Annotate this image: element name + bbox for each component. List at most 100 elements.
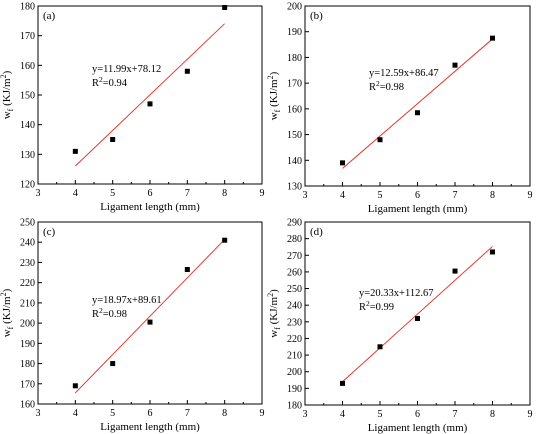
- chart-panel-4: 3 4 5 6 7 8 9 180 190 200 210 220 230 240 250 260 270 280…: [266, 218, 533, 434]
- fit-equation: y=11.99x+78.12: [92, 64, 161, 75]
- y-axis-label-sub: f: [6, 108, 15, 111]
- y-tick-label: 280: [287, 234, 302, 245]
- data-point: [72, 383, 78, 389]
- data-point: [340, 160, 345, 166]
- y-tick-label: 250: [287, 284, 302, 295]
- r-squared-value: =0.98: [103, 309, 127, 320]
- data-point: [110, 137, 116, 142]
- y-tick-label: 150: [20, 91, 35, 102]
- y-tick-label: 170: [20, 379, 35, 390]
- y-tick-label: 120: [20, 180, 35, 191]
- y-tick-label: 200: [287, 2, 302, 13]
- data-point: [452, 268, 458, 274]
- fit-line: [342, 38, 493, 169]
- x-axis-label: Ligament length (mm): [368, 422, 468, 434]
- y-tick-label: 140: [20, 120, 35, 131]
- data-point: [415, 315, 420, 321]
- y-axis-label-sup: 2: [266, 75, 275, 79]
- y-tick-label: 250: [20, 218, 35, 229]
- x-tick-label: 5: [378, 409, 383, 420]
- x-tick-label: 9: [528, 190, 533, 201]
- x-tick-label: 3: [36, 408, 41, 419]
- y-axis-label: wf (KJ/m2): [0, 288, 15, 337]
- y-axis-label-main: w: [268, 112, 280, 120]
- x-tick-label: 6: [148, 188, 153, 199]
- y-axis-label-close: ): [268, 289, 280, 293]
- y-axis-label-unit: (KJ/m: [268, 79, 280, 110]
- y-tick-label: 200: [287, 367, 302, 378]
- r-squared-label: R2=0.99: [359, 299, 394, 313]
- data-point: [377, 344, 383, 350]
- panel-label: (c): [43, 226, 56, 238]
- y-tick-label: 170: [20, 31, 35, 42]
- y-axis-label-sub: f: [273, 327, 282, 330]
- r-squared-prefix: R: [92, 78, 99, 89]
- data-point: [222, 4, 228, 10]
- y-tick-label: 240: [20, 238, 35, 249]
- y-axis-label-unit: (KJ/m: [1, 78, 13, 109]
- y-tick-label: 210: [287, 351, 302, 362]
- y-axis-label-sup: 2: [266, 293, 275, 297]
- data-point: [490, 35, 495, 41]
- chart-panel-2: 3 4 5 6 7 8 9 130 140 150 160 170 180 190 200 Ligament …: [266, 2, 533, 216]
- x-tick-label: 9: [260, 188, 265, 199]
- plot-frame: [304, 5, 531, 187]
- y-tick-label: 180: [20, 359, 35, 370]
- data-point: [377, 137, 383, 143]
- x-tick-label: 5: [378, 190, 383, 201]
- r-squared-sup: 2: [376, 79, 380, 88]
- x-tick-label: 9: [528, 409, 533, 420]
- fit-equation: y=12.59x+86.47: [369, 68, 439, 79]
- x-tick-label: 4: [73, 188, 78, 199]
- fit-line: [74, 23, 226, 167]
- y-tick-label: 190: [20, 339, 35, 350]
- data-point: [184, 267, 190, 273]
- chart-panel-3: 3 4 5 6 7 8 9 160 170 180 190 200 210 220 230 240 250 Lig…: [0, 218, 265, 434]
- fit-equation: y=18.97x+89.61: [92, 295, 162, 306]
- y-tick-label: 160: [20, 61, 35, 72]
- y-tick-label: 260: [287, 267, 302, 278]
- y-tick-label: 220: [287, 334, 302, 345]
- r-squared-prefix: R: [359, 302, 366, 313]
- y-axis-label-sub: f: [6, 326, 15, 329]
- x-tick-label: 8: [222, 408, 227, 419]
- y-axis-label-main: w: [1, 111, 13, 119]
- x-tick-label: 4: [73, 408, 78, 419]
- y-axis-label-main: w: [1, 329, 13, 337]
- y-tick-label: 180: [20, 2, 35, 13]
- data-point: [222, 237, 228, 243]
- r-squared-sup: 2: [366, 299, 370, 308]
- y-tick-label: 220: [20, 278, 35, 289]
- x-tick-label: 7: [453, 190, 458, 201]
- x-tick-label: 7: [185, 188, 190, 199]
- x-axis-label: Ligament length (mm): [100, 421, 200, 433]
- y-axis-label: wf (KJ/m2): [266, 289, 282, 338]
- r-squared-label: R2=0.98: [369, 79, 404, 93]
- r-squared-value: =0.94: [103, 78, 128, 89]
- x-tick-label: 3: [303, 190, 308, 201]
- y-tick-label: 270: [287, 251, 302, 262]
- y-tick-label: 290: [287, 218, 302, 229]
- fit-line: [342, 246, 493, 383]
- data-point: [147, 101, 153, 107]
- y-axis-label-sup: 2: [0, 74, 8, 78]
- y-tick-label: 160: [20, 400, 35, 411]
- y-tick-label: 180: [287, 53, 302, 64]
- data-point: [72, 148, 78, 154]
- data-point: [184, 68, 190, 74]
- x-tick-label: 5: [110, 408, 115, 419]
- x-tick-label: 5: [110, 188, 115, 199]
- y-axis-label-main: w: [268, 330, 280, 338]
- y-tick-label: 130: [287, 182, 302, 193]
- y-axis-label-unit: (KJ/m: [268, 296, 280, 327]
- x-tick-label: 6: [415, 409, 420, 420]
- y-tick-label: 200: [20, 319, 35, 330]
- x-tick-label: 6: [415, 190, 420, 201]
- x-tick-label: 9: [260, 408, 265, 419]
- y-axis-label-sup: 2: [0, 292, 8, 296]
- y-tick-label: 190: [287, 384, 302, 395]
- y-axis-label-close: ): [1, 70, 13, 74]
- data-point: [147, 319, 153, 325]
- chart-panel-1: 3 4 5 6 7 8 9 120 130 140 150 160 170 180 Ligament len…: [0, 2, 265, 214]
- r-squared-value: =0.99: [370, 302, 394, 313]
